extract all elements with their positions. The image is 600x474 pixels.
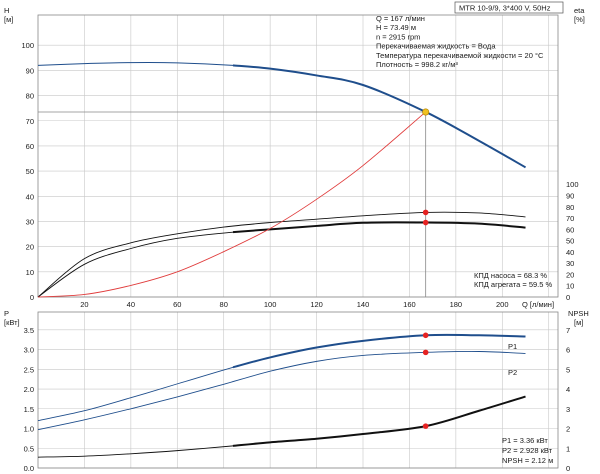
y-axis-label-eta: eta (574, 6, 585, 15)
y-axis-label-h-unit: [м] (4, 15, 13, 24)
x-axis-label-q: Q [л/мин] (522, 300, 554, 309)
plot-frame (37, 311, 559, 469)
curve-eta (37, 211, 526, 298)
y-tick-label-npsh: 5 (566, 365, 570, 374)
duty-info-line: Температура перекачиваемой жидкости = 20… (376, 51, 544, 60)
y-tick-label-h: 90 (26, 66, 34, 75)
curve-system (37, 111, 426, 298)
y-tick-label-npsh: 0 (566, 464, 570, 473)
power-duty-marker (422, 349, 429, 356)
y-tick-label-eta: 70 (566, 214, 574, 223)
curve-p1-bold (232, 333, 526, 369)
duty-info-line: n = 2915 rpm (376, 32, 420, 41)
y-tick-label-p: 3.5 (24, 326, 34, 335)
efficiency-info-line: КПД агрегата = 59.5 % (474, 280, 552, 289)
y-tick-label-npsh: 7 (566, 326, 570, 335)
power-info-line: NPSH = 2.12 м (502, 456, 553, 465)
plot-frame (37, 14, 559, 298)
y-tick-label-p: 2.5 (24, 365, 34, 374)
y-tick-label-h: 30 (26, 217, 34, 226)
y-tick-label-npsh: 6 (566, 346, 570, 355)
model-label-box (454, 1, 564, 14)
y-tick-label-p: 0.5 (24, 444, 34, 453)
y-tick-label-eta: 40 (566, 248, 574, 257)
y-axis-label-npsh-unit: [м] (574, 318, 583, 327)
y-tick-label-npsh: 4 (566, 385, 570, 394)
y-tick-label-h: 50 (26, 167, 34, 176)
x-tick-label-q: 60 (173, 300, 181, 309)
y-tick-label-npsh: 1 (566, 444, 570, 453)
power-info-line: P2 = 2.928 кВт (502, 446, 553, 455)
y-tick-label-eta: 90 (566, 191, 574, 200)
y-axis-label-p: P (4, 309, 9, 318)
y-tick-label-h: 70 (26, 117, 34, 126)
power-info-line: P1 = 3.36 кВт (502, 436, 548, 445)
y-axis-label-h: H (4, 6, 9, 15)
efficiency-duty-marker (422, 219, 429, 226)
y-tick-label-p: 0.0 (24, 464, 34, 473)
power-duty-marker (422, 332, 429, 339)
y-tick-label-h: 80 (26, 92, 34, 101)
y-tick-label-h: 20 (26, 243, 34, 252)
duty-info-line: H = 73.49 м (376, 23, 416, 32)
efficiency-duty-marker (422, 209, 429, 216)
duty-info-line: Плотность = 998.2 кг/м³ (376, 60, 458, 69)
x-tick-label-q: 20 (80, 300, 88, 309)
y-tick-label-h: 0 (30, 293, 34, 302)
power-duty-marker (422, 423, 429, 429)
y-tick-label-h: 10 (26, 268, 34, 277)
x-tick-label-q: 180 (450, 300, 463, 309)
duty-info-line: Q = 167 л/мин (376, 14, 425, 23)
y-tick-label-npsh: 3 (566, 405, 570, 414)
y-tick-label-h: 60 (26, 142, 34, 151)
x-tick-label-q: 80 (220, 300, 228, 309)
x-tick-label-q: 40 (127, 300, 135, 309)
y-tick-label-h: 100 (21, 41, 34, 50)
series-label-p2: P2 (508, 368, 517, 377)
y-tick-label-eta: 30 (566, 259, 574, 268)
x-tick-label-q: 100 (264, 300, 277, 309)
x-tick-label-q: 160 (403, 300, 416, 309)
duty-info-line: Перекачиваемая жидкость = Вода (376, 42, 496, 51)
x-tick-label-q: 120 (310, 300, 323, 309)
y-tick-label-eta: 100 (566, 180, 579, 189)
efficiency-info-line: КПД насоса = 68.3 % (474, 271, 547, 280)
y-tick-label-h: 40 (26, 192, 34, 201)
y-tick-label-eta: 20 (566, 270, 574, 279)
x-tick-label-q: 200 (496, 300, 509, 309)
curve-h (37, 61, 526, 168)
curve-eta-total (37, 221, 526, 298)
y-tick-label-p: 1.5 (24, 405, 34, 414)
x-tick-label-q: 140 (357, 300, 370, 309)
operating-point-marker (422, 108, 430, 116)
y-tick-label-p: 2.0 (24, 385, 34, 394)
y-tick-label-p: 1.0 (24, 425, 34, 434)
series-label-p1: P1 (508, 342, 517, 351)
curve-npsh-bold (232, 395, 526, 447)
y-tick-label-eta: 0 (566, 293, 570, 302)
y-tick-label-eta: 60 (566, 225, 574, 234)
y-tick-label-eta: 80 (566, 203, 574, 212)
curve-eta-total-bold (232, 221, 526, 234)
y-tick-label-eta: 50 (566, 237, 574, 246)
model-label: MTR 10-9/9, 3*400 V, 50Hz (459, 4, 551, 13)
y-axis-label-eta-unit: [%] (574, 15, 585, 24)
y-axis-label-p-unit: [кВт] (4, 318, 20, 327)
curve-p2 (37, 350, 526, 431)
curve-p1 (37, 334, 526, 422)
y-tick-label-p: 3.0 (24, 346, 34, 355)
y-tick-label-eta: 10 (566, 282, 574, 291)
y-axis-label-npsh: NPSH (568, 309, 589, 318)
curve-h-bold (232, 64, 526, 169)
y-tick-label-npsh: 2 (566, 425, 570, 434)
